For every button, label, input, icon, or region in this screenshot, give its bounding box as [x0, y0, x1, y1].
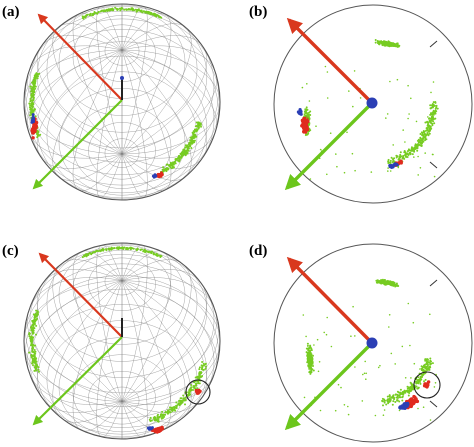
panel-label-b: (b) [249, 4, 267, 20]
panel-label-a: (a) [2, 4, 20, 20]
green-axis-arrow-c [32, 336, 123, 426]
tick-mark-d-lower [429, 400, 438, 408]
projection-circle-b [273, 4, 473, 204]
axis-tip-a [120, 76, 124, 80]
projection-circle-d [273, 243, 473, 443]
panel-a: (a) [2, 3, 221, 201]
sphere-mesh-c [23, 242, 221, 440]
tick-mark-d-upper [429, 279, 438, 287]
tick-mark-b-lower [429, 161, 438, 169]
center-dot-b [366, 97, 378, 109]
red-axis-arrow-a [37, 13, 123, 101]
red-axis-arrow-b [286, 17, 374, 105]
panel-b: (b) [249, 4, 473, 204]
sphere-mesh-a [23, 3, 221, 201]
panel-c: (c) [2, 242, 221, 440]
green-axis-arrow-d [284, 341, 374, 431]
point-cloud-a [28, 6, 202, 179]
center-dot-d [366, 337, 378, 349]
point-cloud-b [296, 39, 439, 180]
highlight-circle-d [413, 371, 441, 399]
panel-label-c: (c) [2, 243, 19, 259]
red-axis-arrow-d [286, 256, 374, 345]
green-axis-arrow-b [284, 101, 374, 191]
point-cloud-d [302, 278, 437, 421]
tick-mark-b-upper [429, 40, 438, 48]
panel-d: (d) [249, 243, 473, 443]
highlight-circle-c [185, 379, 211, 405]
green-axis-arrow-a [32, 99, 123, 190]
red-axis-arrow-c [38, 252, 123, 338]
panel-label-d: (d) [249, 243, 267, 259]
